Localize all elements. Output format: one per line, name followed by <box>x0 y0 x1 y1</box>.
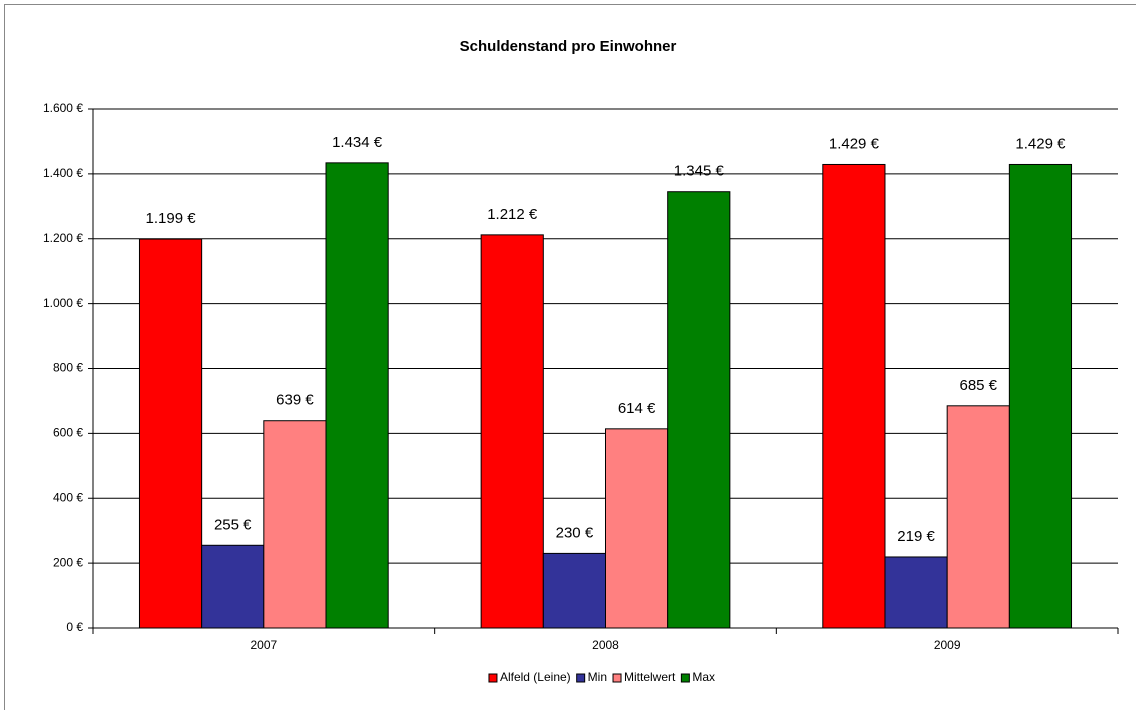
value-label: 685 € <box>959 377 997 394</box>
bar <box>263 420 327 629</box>
bar <box>480 234 544 629</box>
legend-label: Alfeld (Leine) <box>500 670 571 684</box>
bar <box>1008 163 1073 629</box>
value-label: 255 € <box>214 516 252 533</box>
value-label: 614 € <box>618 400 656 417</box>
y-tick-label: 1.400 € <box>43 166 83 180</box>
legend-swatch <box>680 673 690 683</box>
x-tick-label: 2009 <box>934 638 961 652</box>
bar <box>138 238 203 629</box>
legend-label: Mittelwert <box>624 670 676 684</box>
legend-swatch <box>576 673 586 683</box>
y-tick-label: 400 € <box>53 490 83 504</box>
y-tick-label: 0 € <box>66 620 83 634</box>
x-tick-label: 2008 <box>592 638 619 652</box>
value-label: 1.429 € <box>1015 135 1066 152</box>
value-label: 1.434 € <box>332 134 383 151</box>
x-tick-label: 2007 <box>250 638 277 652</box>
value-label: 1.212 € <box>487 206 538 223</box>
bar <box>884 556 948 629</box>
bar <box>605 428 669 629</box>
bar <box>325 162 389 629</box>
bar <box>946 405 1010 629</box>
value-label: 219 € <box>897 528 935 545</box>
y-tick-label: 600 € <box>53 426 83 440</box>
bar <box>201 544 265 629</box>
value-label: 230 € <box>556 524 594 541</box>
legend-swatch <box>488 673 498 683</box>
chart-title: Schuldenstand pro Einwohner <box>460 38 677 55</box>
value-label: 1.429 € <box>829 135 880 152</box>
value-label: 639 € <box>276 392 314 409</box>
legend-label: Max <box>692 670 715 684</box>
bar <box>822 163 886 629</box>
y-tick-label: 1.600 € <box>43 101 83 115</box>
y-tick-label: 1.000 € <box>43 296 83 310</box>
y-tick-label: 800 € <box>53 361 83 375</box>
bar <box>667 191 731 629</box>
value-label: 1.199 € <box>146 210 197 227</box>
y-tick-label: 1.200 € <box>43 231 83 245</box>
legend-label: Min <box>588 670 607 684</box>
value-label: 1.345 € <box>674 163 725 180</box>
legend-swatch <box>612 673 622 683</box>
bar <box>542 552 606 629</box>
y-tick-label: 200 € <box>53 555 83 569</box>
